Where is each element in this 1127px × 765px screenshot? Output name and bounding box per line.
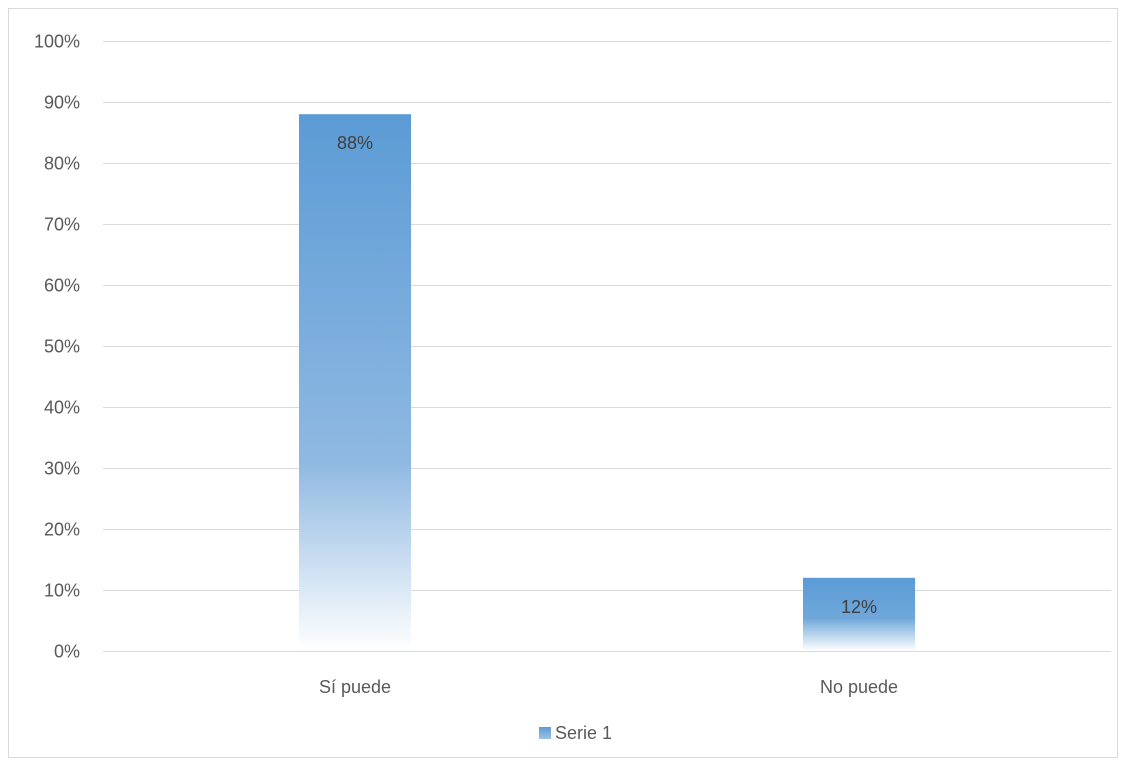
y-tick-label: 20% <box>44 520 80 540</box>
y-tick-label: 100% <box>34 32 80 52</box>
y-tick-label: 30% <box>44 459 80 479</box>
bar-data-label: 12% <box>841 597 877 617</box>
gridlines <box>103 41 1111 652</box>
y-tick-label: 80% <box>44 154 80 174</box>
bar-2 <box>803 577 915 651</box>
y-tick-label: 10% <box>44 581 80 601</box>
y-tick-label: 70% <box>44 215 80 235</box>
legend-label: Serie 1 <box>555 723 612 743</box>
chart-frame <box>8 8 1118 758</box>
y-axis-tick-labels: 0% 10% 20% 30% 40% 50% 60% 70% 80% 90% 100% <box>34 32 80 662</box>
bars <box>299 114 915 651</box>
x-tick-label: No puede <box>820 677 898 697</box>
bar-1 <box>299 114 411 651</box>
y-tick-label: 90% <box>44 93 80 113</box>
bar-data-label: 88% <box>337 133 373 153</box>
data-labels: 88% 12% <box>337 133 877 617</box>
legend-swatch <box>539 727 551 739</box>
y-tick-label: 40% <box>44 398 80 418</box>
y-tick-label: 60% <box>44 276 80 296</box>
y-tick-label: 50% <box>44 337 80 357</box>
legend: Serie 1 <box>539 723 612 743</box>
x-tick-label: Sí puede <box>319 677 391 697</box>
x-axis-tick-labels: Sí puede No puede <box>319 677 898 697</box>
y-tick-label: 0% <box>54 642 80 662</box>
